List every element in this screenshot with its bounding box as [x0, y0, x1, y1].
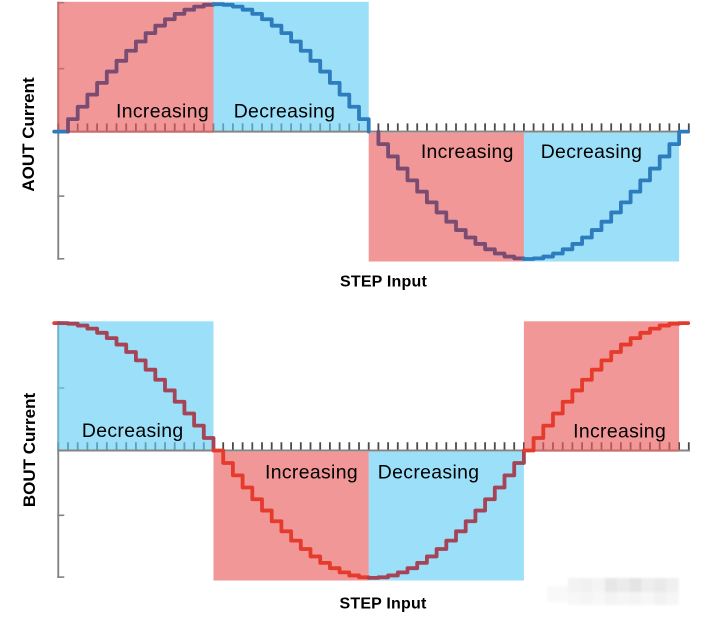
- svg-text:Increasing: Increasing: [421, 141, 514, 163]
- svg-text:STEP Input: STEP Input: [340, 273, 428, 290]
- svg-text:Decreasing: Decreasing: [541, 141, 643, 163]
- svg-text:AOUT Current: AOUT Current: [19, 77, 38, 192]
- svg-text:STEP Input: STEP Input: [339, 596, 427, 613]
- svg-text:Increasing: Increasing: [116, 101, 209, 123]
- svg-text:Decreasing: Decreasing: [234, 101, 336, 123]
- svg-text:Decreasing: Decreasing: [82, 420, 184, 442]
- svg-text:BOUT Current: BOUT Current: [20, 393, 39, 508]
- svg-text:Decreasing: Decreasing: [378, 462, 480, 484]
- svg-text:Increasing: Increasing: [573, 420, 666, 442]
- svg-text:Increasing: Increasing: [265, 462, 358, 484]
